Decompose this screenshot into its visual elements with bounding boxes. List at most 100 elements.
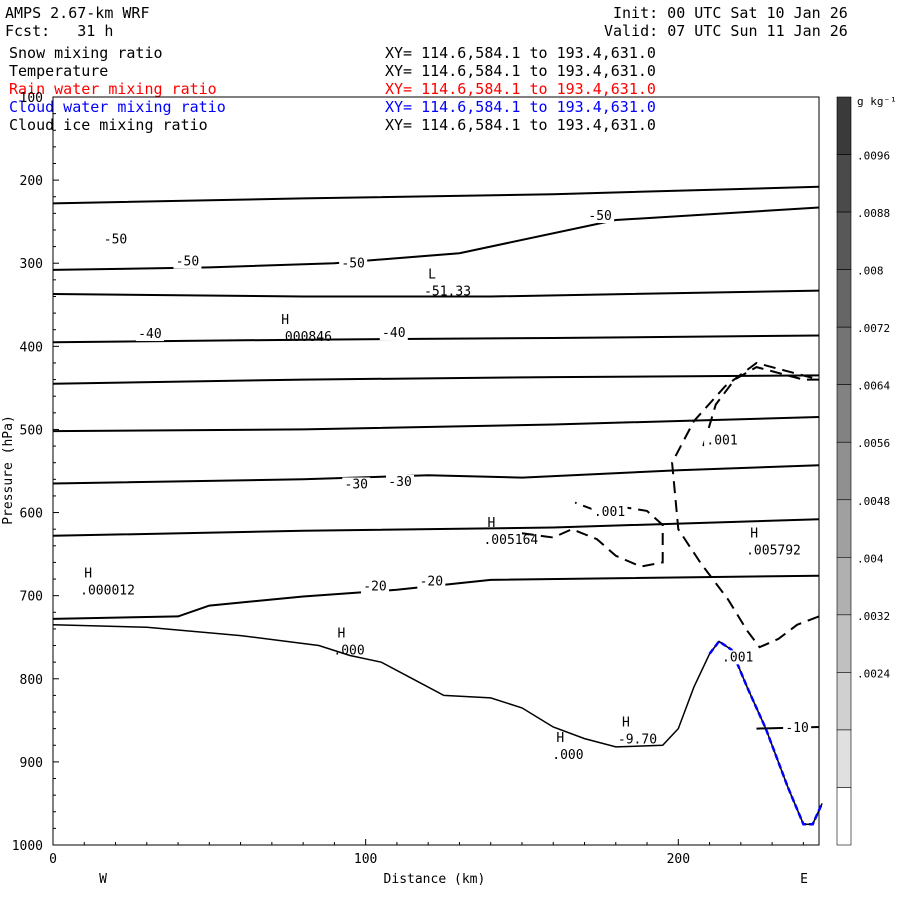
- y-axis-label: Pressure (hPa): [1, 415, 16, 525]
- init-time: Init: 00 UTC Sat 10 Jan 26: [613, 4, 848, 22]
- ice-label-bg: [704, 433, 741, 448]
- colorbar-label: .0048: [857, 495, 890, 508]
- colorbar-label: .0072: [857, 322, 890, 335]
- plot-frame: [52, 96, 820, 846]
- field-xy-range: XY= 114.6,584.1 to 193.4,631.0: [385, 62, 656, 80]
- valid-time: Valid: 07 UTC Sun 11 Jan 26: [604, 22, 848, 40]
- forecast-hour: Fcst: 31 h: [5, 22, 114, 40]
- temperature-contour: [52, 206, 820, 271]
- extremum-mark: H: [337, 626, 345, 641]
- field-name: Cloud ice mixing ratio: [9, 116, 208, 134]
- extremum-value: .005164: [483, 533, 538, 548]
- y-tick-label: 200: [20, 174, 43, 189]
- colorbar-label: .0088: [857, 207, 890, 220]
- ice-label: .001: [722, 650, 753, 665]
- terrain-line: [52, 624, 823, 825]
- colorbar-unit: g kg⁻¹: [857, 95, 897, 108]
- ice-contour: [671, 361, 820, 649]
- field-name: Temperature: [9, 62, 109, 80]
- temperature-contour: [52, 374, 820, 385]
- temperature-label-bg: [361, 579, 390, 594]
- temperature-label-bg: [342, 477, 371, 492]
- colorbar-swatch: [836, 499, 852, 558]
- colorbar-swatch: [836, 441, 852, 501]
- extremum-value: .000012: [80, 584, 135, 599]
- temperature-label-bg: [101, 232, 130, 247]
- extremum-value: .005792: [746, 544, 801, 559]
- y-tick-label: 600: [20, 507, 43, 522]
- y-tick-label: 100: [20, 91, 43, 106]
- temperature-label: -50: [104, 232, 127, 247]
- colorbar-swatch: [836, 384, 852, 443]
- temperature-label-bg: [379, 326, 408, 341]
- extremum-mark: H: [281, 313, 289, 328]
- colorbar-swatch: [836, 211, 852, 270]
- model-title: AMPS 2.67-km WRF: [5, 4, 150, 22]
- extremum-mark: H: [556, 731, 564, 746]
- field-xy-range: XY= 114.6,584.1 to 193.4,631.0: [385, 44, 656, 62]
- colorbar-swatch: [836, 787, 852, 846]
- temperature-label-bg: [783, 720, 812, 735]
- colorbar-label: .0024: [857, 667, 890, 680]
- extremum-value: -51.33: [424, 284, 471, 299]
- x-end-label-right: E: [800, 872, 808, 887]
- ice-contour: [521, 501, 664, 568]
- temperature-contour: [52, 574, 820, 620]
- colorbar-swatch: [836, 154, 852, 213]
- temperature-contour: [52, 518, 820, 537]
- colorbar-swatch: [836, 614, 852, 673]
- x-axis-label: Distance (km): [384, 872, 486, 887]
- field-xy-range: XY= 114.6,584.1 to 193.4,631.0: [385, 98, 656, 116]
- temperature-contour: [52, 334, 820, 344]
- y-tick-label: 300: [20, 257, 43, 272]
- field-xy-range: XY= 114.6,584.1 to 193.4,631.0: [385, 80, 656, 98]
- extremum-value: .000846: [277, 330, 332, 345]
- x-tick-label: 200: [667, 852, 690, 867]
- y-tick-label: 500: [20, 423, 43, 438]
- extremum-value: -9.70: [618, 732, 657, 747]
- colorbar-swatch: [836, 96, 852, 155]
- y-tick-label: 700: [20, 590, 43, 605]
- temperature-label: -50: [176, 255, 199, 270]
- extremum-mark: H: [622, 715, 630, 730]
- temperature-label: -30: [388, 475, 411, 490]
- extremum-mark: L: [428, 267, 436, 282]
- extremum-value: .000: [333, 643, 364, 658]
- temperature-label-bg: [417, 574, 446, 589]
- x-tick-label: 100: [354, 852, 377, 867]
- temperature-contour: [52, 416, 820, 433]
- ice-label-bg: [719, 650, 756, 665]
- colorbar-label: .0056: [857, 437, 890, 450]
- field-xy-range: XY= 114.6,584.1 to 193.4,631.0: [385, 116, 656, 134]
- temperature-label: -20: [363, 580, 386, 595]
- colorbar-swatch: [836, 269, 852, 328]
- extremum-mark: H: [84, 567, 92, 582]
- ice-label-bg: [591, 504, 628, 519]
- extremum-mark: H: [488, 516, 496, 531]
- temperature-label: -40: [382, 326, 405, 341]
- extremum-mark: H: [750, 527, 758, 542]
- colorbar-label: .004: [857, 552, 884, 565]
- temperature-label: -50: [588, 209, 611, 224]
- temperature-label: -50: [341, 256, 364, 271]
- temperature-label-bg: [173, 254, 202, 269]
- field-name: Rain water mixing ratio: [9, 80, 217, 98]
- x-tick-label: 0: [49, 852, 57, 867]
- y-tick-label: 1000: [12, 839, 43, 854]
- x-end-label-left: W: [99, 872, 107, 887]
- colorbar-label: .0064: [857, 380, 890, 393]
- colorbar-swatch: [836, 557, 852, 616]
- y-tick-label: 800: [20, 673, 43, 688]
- temperature-label-bg: [339, 256, 368, 271]
- colorbar-label: .008: [857, 265, 884, 278]
- temperature-label: -10: [785, 721, 808, 736]
- temperature-label: -20: [420, 575, 443, 590]
- temperature-label: -30: [345, 477, 368, 492]
- temperature-label-bg: [586, 209, 615, 224]
- cloud-water-line: [708, 639, 824, 826]
- colorbar-label: .0032: [857, 610, 890, 623]
- temperature-label: -40: [138, 327, 161, 342]
- temperature-label-bg: [135, 327, 164, 342]
- field-name: Snow mixing ratio: [9, 44, 163, 62]
